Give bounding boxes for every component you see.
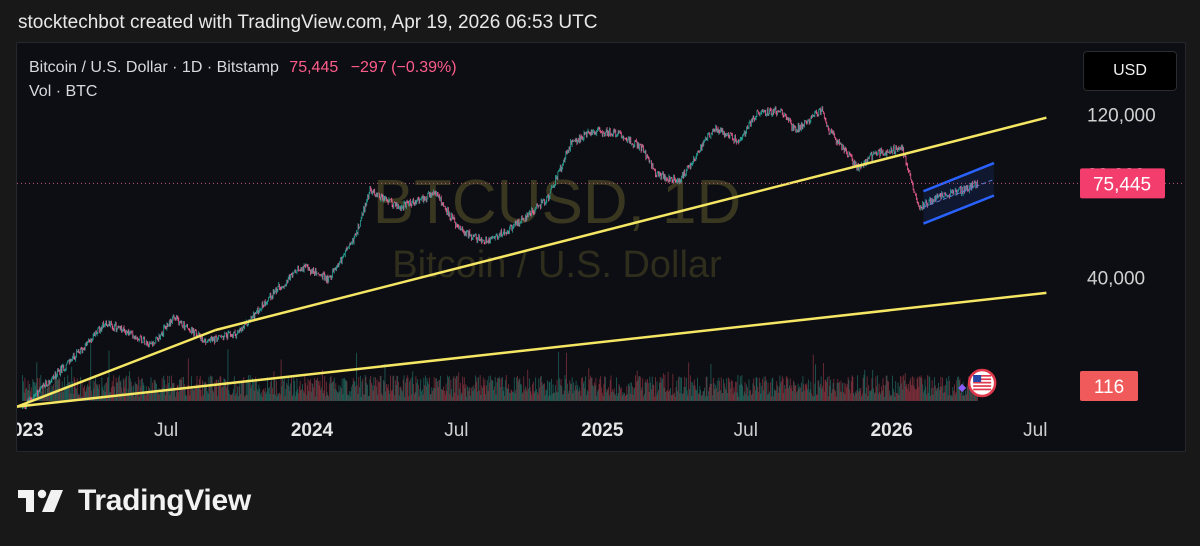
legend-last-price: 75,445 <box>289 59 339 76</box>
x-axis-tick-label: Jul <box>444 420 468 441</box>
last-price-badge <box>1080 168 1165 199</box>
x-axis-tick-label: Jul <box>734 420 758 441</box>
us-flag-stripe <box>973 381 992 384</box>
x-axis-tick-label: Jul <box>154 420 178 441</box>
channel-upper-line <box>922 161 995 193</box>
tradingview-logo[interactable]: TradingView <box>18 484 251 518</box>
trendline-upper-start <box>17 328 216 408</box>
volume-badge-text: 116 <box>1094 377 1124 398</box>
legend-change: −297 (−0.39%) <box>350 59 457 76</box>
chart-legend: Bitcoin / U.S. Dollar · 1D · Bitstamp 75… <box>29 59 457 101</box>
us-flag-canton <box>973 375 982 382</box>
x-axis-tick-label: 2023 <box>17 420 44 441</box>
legend-volume: Vol · BTC <box>29 83 98 100</box>
attribution-text: stocktechbot created with TradingView.co… <box>18 12 598 33</box>
channel-mid-line <box>923 178 995 208</box>
channel-lower-line <box>922 194 995 225</box>
us-flag-stripe <box>973 388 992 391</box>
us-flag-stripe <box>973 385 992 387</box>
x-axis-tick-label: 2025 <box>581 420 624 441</box>
currency-button[interactable]: USD <box>1083 51 1177 91</box>
tradingview-brand: TradingView <box>78 484 251 517</box>
trendline-upper <box>214 116 1047 332</box>
sparkle-icon <box>958 384 967 392</box>
volume-badge <box>1080 371 1138 401</box>
watermark-name: Bitcoin / U.S. Dollar <box>392 244 722 286</box>
us-flag-stripe <box>973 375 992 377</box>
trendline-lower <box>17 291 1047 408</box>
us-flag-stripe <box>973 378 992 381</box>
last-price-badge-text: 75,445 <box>1093 174 1151 195</box>
x-axis-tick-label: Jul <box>1023 420 1047 441</box>
y-axis-tick-label: 40,000 <box>1087 268 1145 289</box>
y-axis-tick-label: 120,000 <box>1087 106 1156 127</box>
x-axis-tick-label: 2026 <box>871 420 913 441</box>
legend-symbol: Bitcoin / U.S. Dollar · 1D · Bitstamp <box>29 59 279 76</box>
x-axis-tick-label: 2024 <box>291 420 334 441</box>
tradingview-logo-icon <box>18 489 63 512</box>
